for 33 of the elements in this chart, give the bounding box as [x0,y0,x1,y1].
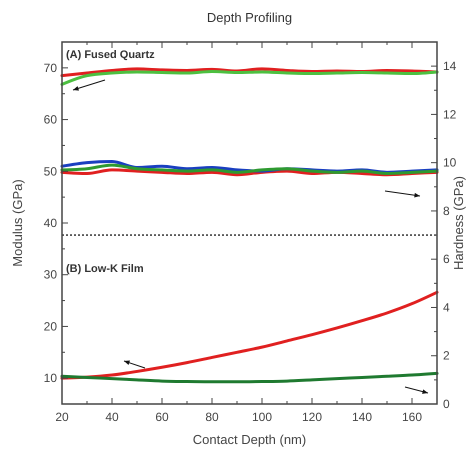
y-tick-label: 20 [44,319,58,334]
x-tick-label: 160 [402,410,422,424]
y2-tick-label: 4 [443,300,450,314]
line-series [60,372,438,384]
x-axis-title: Contact Depth (nm) [192,432,306,447]
chart-title: Depth Profiling [206,10,292,25]
x-tick-label: 100 [252,410,272,424]
x-tick-label: 20 [55,410,69,424]
x-tick-label: 120 [302,410,322,424]
y2-tick-label: 8 [443,204,450,218]
x-tick-label: 140 [352,410,372,424]
y2-tick-label: 10 [443,156,457,170]
line-series [60,70,438,86]
x-tick-label: 80 [205,410,219,424]
y-tick-label: 70 [44,60,58,75]
y-tick-label: 50 [44,164,58,178]
x-tick-label: 40 [105,410,119,424]
line-series [60,290,438,380]
y2-tick-label: 6 [443,252,450,266]
y2-tick-label: 12 [443,107,457,122]
y2-tick-label: 2 [443,348,450,363]
y-tick-label: 60 [44,112,58,127]
annotation: (B) Low-K Film [66,263,144,275]
annotation: (A) Fused Quartz [66,49,156,61]
y2-tick-label: 14 [443,59,457,74]
y-tick-label: 40 [44,216,58,230]
y2-tick-label: 0 [443,397,450,411]
y2-axis-title: Hardness (GPa) [451,176,466,270]
y-axis-title: Modulus (GPa) [10,179,25,267]
y-tick-label: 30 [44,268,58,282]
x-tick-label: 60 [155,410,169,424]
line-series [60,164,438,176]
y-tick-label: 10 [44,371,58,386]
